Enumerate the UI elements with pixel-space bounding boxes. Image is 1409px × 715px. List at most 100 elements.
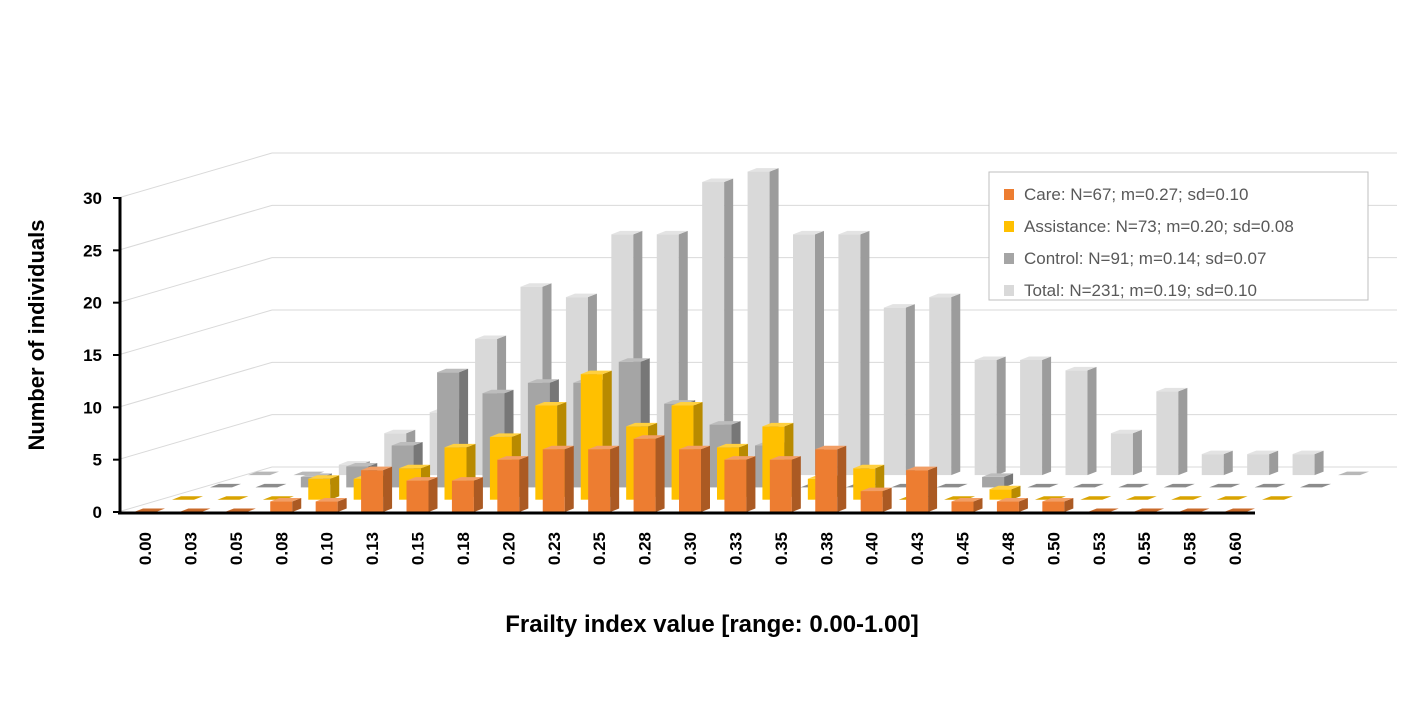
bar-top xyxy=(1292,450,1324,455)
bar-front xyxy=(588,449,611,512)
bar-top xyxy=(542,445,574,450)
gridline-side xyxy=(117,361,273,408)
bar-zero xyxy=(224,508,256,512)
bar-zero xyxy=(248,471,279,476)
x-tick-label: 0.50 xyxy=(1044,532,1063,565)
bar xyxy=(1020,356,1052,476)
floor-edge xyxy=(117,466,273,513)
bar-side xyxy=(564,445,574,512)
legend: Care: N=67; m=0.27; sd=0.10 Assistance: N… xyxy=(988,171,1369,301)
legend-entry: Assistance: N=73; m=0.20; sd=0.08 xyxy=(1024,217,1294,236)
tick-labels: 0 5 10 15 20 25 30 0.00 0.03 0.05 0.08 0.10 0.13 0.15… xyxy=(83,189,1245,565)
bar xyxy=(1163,483,1195,488)
bar-side xyxy=(1042,356,1052,476)
y-tick-label: 5 xyxy=(93,451,102,470)
bar-top xyxy=(1201,450,1233,455)
bar xyxy=(361,466,393,512)
y-tick-label: 25 xyxy=(83,241,102,260)
bar-front xyxy=(982,476,1005,488)
bar-front xyxy=(951,501,974,512)
bar-front xyxy=(633,438,656,512)
bar xyxy=(989,485,1021,500)
bar xyxy=(929,293,961,476)
bar-front xyxy=(497,459,520,512)
bar-front xyxy=(860,491,883,512)
bar xyxy=(1027,483,1059,488)
bar xyxy=(838,230,870,476)
bar xyxy=(1110,429,1142,476)
bar xyxy=(936,483,968,488)
bar-side xyxy=(383,466,393,512)
bar-side xyxy=(1064,498,1074,512)
bar-side xyxy=(655,435,665,512)
bar-top xyxy=(838,230,870,235)
bar-side xyxy=(519,456,529,512)
bar xyxy=(210,483,241,488)
bar-front xyxy=(1201,454,1224,476)
bar-top xyxy=(724,456,756,460)
bar-zero xyxy=(1224,508,1255,512)
bar-side xyxy=(996,356,1006,476)
axes xyxy=(113,197,1255,515)
bar-front xyxy=(724,459,747,512)
x-axis-title: Frailty index value [range: 0.00-1.00] xyxy=(505,611,919,638)
gridline-side xyxy=(117,414,273,461)
y-tick-label: 20 xyxy=(83,294,102,313)
bar-side xyxy=(724,178,734,476)
x-tick-label: 0.55 xyxy=(1135,532,1154,565)
bar-zero xyxy=(210,483,241,488)
y-tick-label: 10 xyxy=(83,398,102,417)
legend-swatch xyxy=(1004,253,1014,264)
bar-front xyxy=(1042,501,1065,512)
bar-top xyxy=(451,477,483,481)
bar-top xyxy=(626,422,658,427)
bar-front xyxy=(542,449,565,512)
bar-top xyxy=(906,466,938,471)
bar-top xyxy=(633,435,665,439)
bar-front xyxy=(1156,391,1179,476)
bar-side xyxy=(428,477,438,512)
gridline-side xyxy=(117,257,273,304)
bar xyxy=(1133,508,1165,512)
bar-front xyxy=(838,234,861,476)
bar xyxy=(1224,508,1255,512)
bar xyxy=(1262,496,1293,500)
bar-side xyxy=(337,498,347,512)
bar-front xyxy=(883,307,906,476)
bar-side xyxy=(610,445,620,512)
bar-top xyxy=(444,443,476,448)
bar xyxy=(542,445,574,512)
x-tick-label: 0.33 xyxy=(726,532,745,565)
bar-side xyxy=(928,466,938,512)
bar-side xyxy=(1132,429,1142,476)
bar-front xyxy=(1020,359,1043,476)
bar-zero xyxy=(1080,496,1112,500)
bar-top xyxy=(982,473,1014,477)
bar-top xyxy=(588,445,620,450)
bar-side xyxy=(746,456,756,512)
bar-top xyxy=(1156,387,1188,392)
bar-front xyxy=(451,480,474,512)
legend-box xyxy=(988,171,1369,301)
bar xyxy=(1254,483,1286,488)
bar-top xyxy=(762,422,794,427)
bar-top xyxy=(346,462,378,467)
bar-top xyxy=(1020,356,1052,360)
x-tick-label: 0.15 xyxy=(409,532,428,565)
bar-front xyxy=(793,234,815,476)
bar-side xyxy=(905,304,915,476)
bar xyxy=(1080,496,1112,500)
x-tick-label: 0.08 xyxy=(272,532,291,565)
bar-side xyxy=(815,230,824,476)
bar-zero xyxy=(1125,496,1157,500)
bar xyxy=(224,508,256,512)
bar-top xyxy=(717,443,748,448)
bar-zero xyxy=(1209,483,1241,488)
bar xyxy=(1178,508,1210,512)
bar-top xyxy=(527,379,559,383)
bar-zero xyxy=(1216,496,1248,500)
bar xyxy=(996,498,1028,512)
bar xyxy=(982,473,1014,488)
bar-top xyxy=(565,293,597,298)
bar-top xyxy=(702,178,734,183)
